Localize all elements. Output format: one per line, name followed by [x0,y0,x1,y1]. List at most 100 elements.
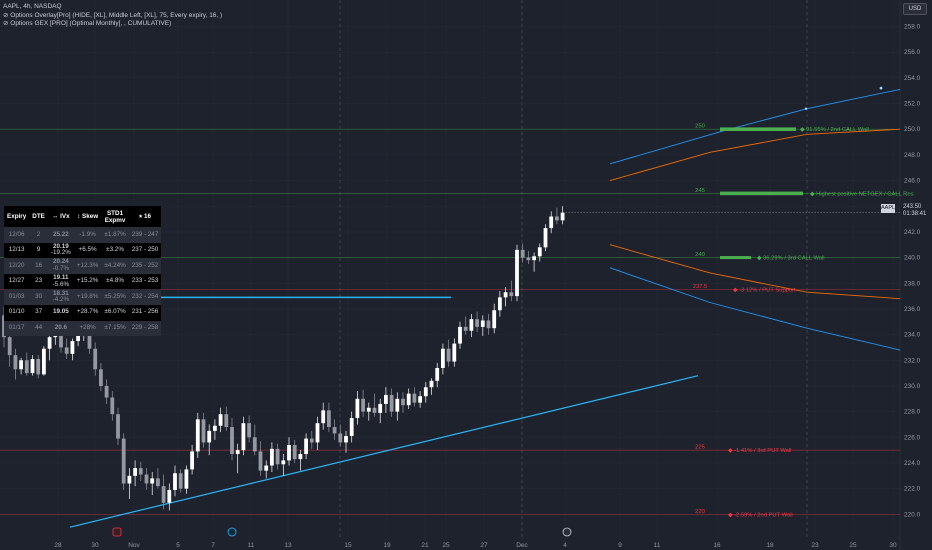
candle-body [275,448,280,465]
level-strike-label: 225 [695,445,705,451]
cell-expiry: 12/20 [4,258,30,274]
x-tick-label: 16 [713,542,721,549]
cell-dte: 44 [29,320,48,337]
candle-body [270,448,274,466]
x-tick-label: 9 [618,542,622,549]
cell-ivx: 18.31 -4.2% [47,289,74,305]
earnings-marker [112,527,122,537]
cell-range: 239 - 247 [128,227,162,243]
cell-skew: +6.5% [73,242,102,259]
level-description-label: ◆ 36.29% / 3rd CALL Wall [757,256,825,262]
level-strike-label: 245 [695,188,705,194]
candle-body [173,473,177,490]
y-tick-label: 236.0 [904,306,921,313]
cell-expmv: ±7.15% [101,320,129,337]
y-tick-label: 234.0 [904,332,921,339]
cell-range: 231 - 256 [128,304,162,321]
candle-body [526,257,531,261]
candle-body [87,334,92,349]
cell-expmv: ±3.2% [101,242,129,259]
cell-expmv: ±6.07% [101,304,129,321]
candle-body [42,348,46,375]
cell-ivx: 20.24 -0.7% [47,258,74,274]
candle-body [384,394,388,404]
dividend-marker [227,527,237,537]
cell-expmv: ±4.8% [101,273,129,290]
indicator-options-overlay[interactable]: ⊘ Options Overlay[Pro] (HIDE, [XL], Midd… [3,11,223,19]
candle-body [230,427,234,454]
cell-skew: +28.7% [73,304,102,321]
candle-body [366,407,371,412]
candle-body [195,419,200,452]
table-row: 12/13 9 20.19 -19.2% +6.5% ±3.2% 237 - 250 [4,242,162,259]
candle-body [469,319,474,331]
symbol-line: AAPL, 4h, NASDAQ [3,3,62,10]
y-tick-label: 220.0 [904,511,921,518]
candle-body [247,423,251,438]
y-tick-label: 252.0 [904,101,921,108]
candle-body [13,355,18,370]
level-strike-label: 237.5 [693,284,708,290]
candle-body [509,292,514,297]
candle-body [315,423,320,443]
candle-body [452,343,457,362]
x-tick-label: 30 [889,542,897,549]
cell-skew: +19.8% [73,289,102,305]
candle-body [110,397,115,415]
table-row: 01/17 44 20.6 +28% ±7.15% 229 - 258 [4,320,162,337]
x-tick-label: 21 [421,542,429,549]
cell-skew: +15.2% [73,273,102,290]
y-tick-label: 222.0 [904,486,921,493]
candle-body [355,398,360,419]
candle-body [99,369,103,386]
candle-body [406,393,411,406]
table-row: 12/27 23 19.11 -5.6% +15.2% ±4.8% 233 - 253 [4,273,162,290]
cone-mid-marker [804,107,808,110]
y-tick-label: 242.0 [904,229,921,236]
cell-expiry: 01/10 [4,304,30,321]
candle-body [537,247,542,257]
candle-body [441,348,445,368]
indicator-options-gex[interactable]: ⊘ Options GEX [PRO] (Optimal Monthly[, ,… [3,20,172,28]
gex-bar-240 [720,256,751,260]
header-ivx: ↔ IVx [47,206,74,227]
cell-expmv: ±4.24% [101,258,129,274]
expected-move-upper-outer [609,88,901,165]
y-tick-label: 254.0 [904,75,921,82]
candle-body [344,436,348,443]
candle-body [36,358,41,375]
candle-body [543,228,548,248]
x-tick-label: 23 [811,542,819,549]
candle-body [498,297,502,311]
candle-body [218,414,223,426]
y-tick-label: 246.0 [904,178,921,185]
currency-button[interactable]: USD [903,3,927,15]
y-tick-label: 240.0 [904,255,921,262]
candle-body [19,360,23,370]
candle-body [435,367,440,381]
cell-range: 235 - 252 [128,258,162,274]
x-tick-label: 18 [766,542,774,549]
candle-body [47,337,52,349]
cone-end-marker [879,86,883,90]
x-tick-label: 4 [563,542,567,549]
x-tick-label: 11 [654,542,661,549]
candle-body [327,410,331,428]
cell-dte: 9 [29,242,48,259]
candle-body [292,445,297,460]
candle-body [429,380,434,388]
candle-body [7,337,12,356]
y-tick-label: 232.0 [904,357,921,364]
candle-body [298,453,303,460]
chart-legend: AAPL, 4h, NASDAQ ⊘ Options Overlay[Pro] … [3,3,222,29]
candle-body [167,489,172,503]
cell-expmv: ±5.25% [101,289,129,305]
cell-ivx: 19.11 -5.6% [47,273,74,290]
cell-expiry: 01/17 [4,320,30,337]
candle-body [555,216,559,221]
candle-body [59,330,63,348]
candle-body [486,320,491,329]
gex-bar-245 [720,191,803,196]
candle-body [281,460,286,465]
bar-countdown: 01:38:41 [903,211,927,217]
